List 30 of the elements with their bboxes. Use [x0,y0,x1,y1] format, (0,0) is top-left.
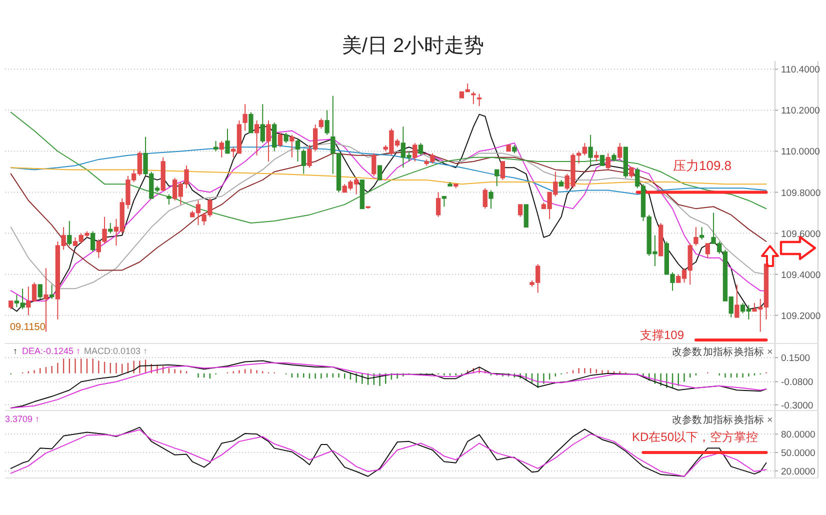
annotation: × [767,415,773,426]
annotation: DEA:-0.1245 ↑ [22,346,81,356]
annotation: 加指标 [703,346,733,358]
annotation: 加指标 [703,414,733,426]
y-tick-label: 109.2000 [781,310,821,322]
y-tick-label: 110.2000 [781,106,820,117]
annotation: 3.3709 ↑ [5,414,40,424]
annotation: 支撑109 [640,328,684,342]
annotation: MACD:0.0103 ↑ [84,346,148,356]
y-tick-label: 0.1500 [781,353,810,364]
annotation: ↑ [13,346,18,356]
annotation: 换指标 [734,414,764,426]
y-tick-label: 109.6000 [781,228,821,240]
annotation: 压力109.8 [673,158,732,173]
chart-title: 美/日 2小时走势 [342,34,484,57]
annotation: KD在50以下，空方掌控 [632,430,758,444]
y-tick-label: -0.3000 [781,400,814,412]
annotation: 改参数 [672,346,702,358]
y-tick-label: 110.4000 [781,64,820,76]
y-tick-label: 20.0000 [781,466,816,478]
annotation: × [767,347,773,358]
y-tick-label: -0.0800 [781,377,814,388]
y-tick-label: 109.4000 [781,270,821,281]
y-tick-label: 80.0000 [781,430,816,441]
annotation: 改参数 [672,414,702,426]
y-tick-label: 110.0000 [781,146,820,158]
annotation: 09.1150 [10,322,46,333]
y-tick-label: 50.0000 [781,448,816,459]
annotation: 换指标 [734,346,764,358]
y-tick-label: 109.8000 [781,188,821,199]
